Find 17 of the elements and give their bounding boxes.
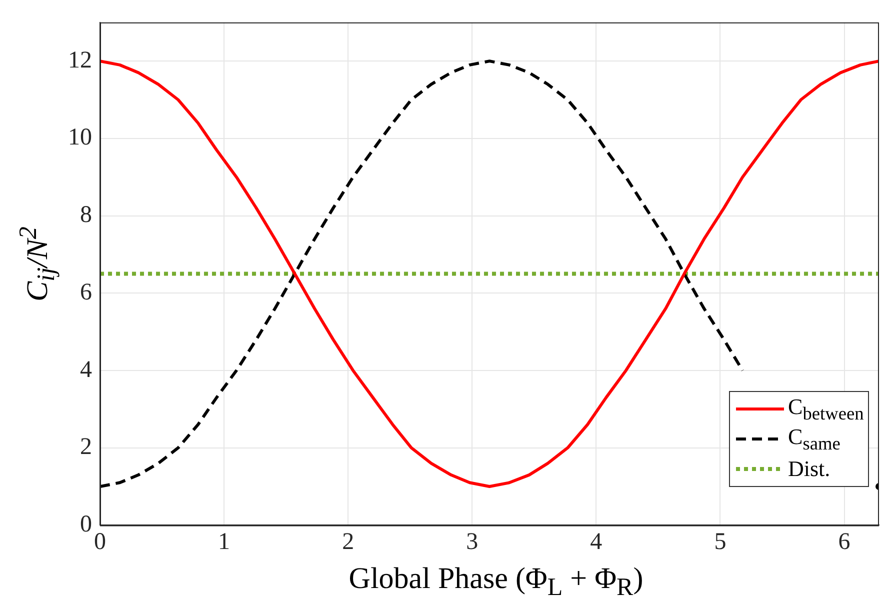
x-tick-label: 5 bbox=[714, 528, 726, 555]
legend-label: C$_{between}$ bbox=[788, 394, 864, 424]
y-tick-label: 12 bbox=[68, 47, 92, 74]
x-tick-label: 2 bbox=[342, 528, 354, 555]
legend-label: C$_{same}$ bbox=[788, 424, 840, 454]
x-tick-label: 3 bbox=[466, 528, 478, 555]
y-tick-label: 10 bbox=[68, 124, 92, 151]
y-tick-label: 6 bbox=[80, 279, 92, 306]
x-tick-label: 4 bbox=[590, 528, 602, 555]
legend-label: Dist. bbox=[788, 456, 830, 482]
x-tick-label: 6 bbox=[838, 528, 850, 555]
x-axis-title: Global Phase (Φ$_{L}$ + Φ$_{R}$) bbox=[348, 562, 644, 602]
y-tick-label: 8 bbox=[80, 202, 92, 228]
y-tick-label: 2 bbox=[80, 434, 92, 460]
y-tick-label: 4 bbox=[80, 356, 92, 383]
y-tick-label: 0 bbox=[80, 511, 92, 538]
x-tick-label: 1 bbox=[218, 528, 230, 555]
